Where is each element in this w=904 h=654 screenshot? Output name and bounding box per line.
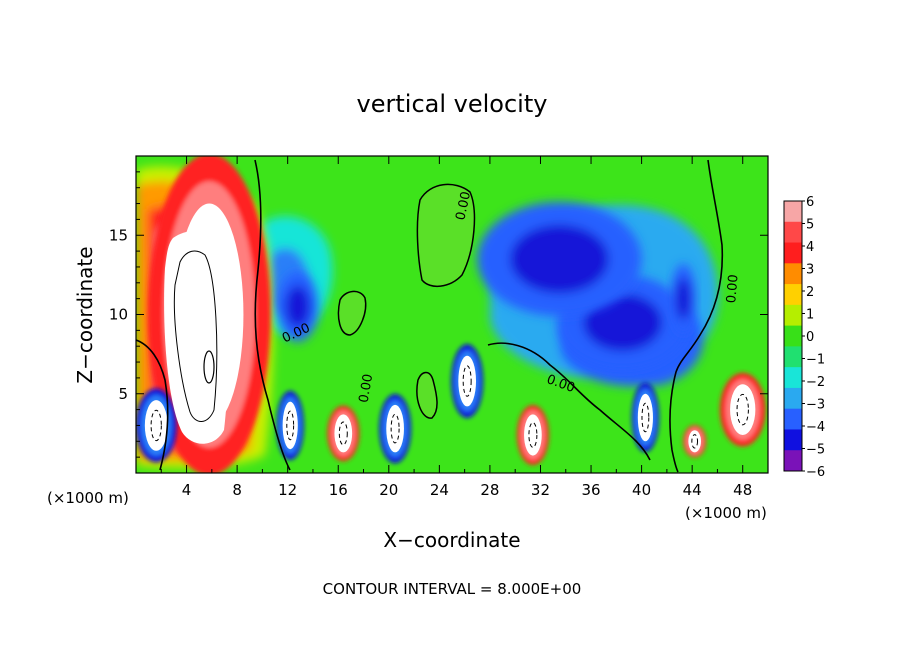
colorbar-label: −2 [806, 375, 825, 390]
cell-white-4 [379, 394, 412, 464]
cell-contour [150, 409, 162, 442]
x-tick-label: 36 [581, 481, 600, 499]
cell-white-3 [327, 405, 360, 461]
cell-contour [338, 421, 348, 446]
cell-white-2 [276, 390, 304, 460]
zero-contour-right [669, 159, 724, 473]
x-tick-label: 20 [379, 481, 398, 499]
x-axis: 4 8 12 16 20 24 28 32 36 40 44 48 [160, 156, 752, 499]
cell-core [688, 430, 702, 453]
contour-label-3: 0.00 [356, 373, 376, 404]
y-axis: 5 10 15 [109, 171, 768, 458]
colorbar-label: 6 [806, 195, 814, 210]
cell-core [282, 401, 298, 450]
cell-blue-10 [277, 271, 319, 342]
colorbar-swatch [784, 367, 802, 389]
zero-contour-left [254, 159, 291, 471]
colorbar-label: 3 [806, 263, 814, 278]
cell-contour [641, 402, 650, 433]
positive-patch-low [416, 371, 438, 419]
colorbar-label: −1 [806, 353, 825, 368]
x-tick-label: 16 [329, 481, 348, 499]
updraft-inner-loop [203, 350, 215, 384]
cell-contour [462, 365, 472, 397]
colorbar-label: −6 [806, 465, 825, 480]
cell-core [144, 400, 168, 451]
x-tick-label: 28 [480, 481, 499, 499]
cell-blue-core [510, 224, 609, 294]
cell-core [524, 414, 542, 456]
colorbar-swatch [784, 221, 802, 244]
colorbar-label: 0 [806, 330, 814, 345]
cell-blue-core [285, 285, 310, 328]
cell-blue-core [675, 277, 691, 320]
cell-blue-core [583, 293, 663, 351]
y-tick-label: 5 [118, 385, 128, 403]
x-tick-label: 8 [232, 481, 242, 499]
x-tick-label: 44 [683, 481, 702, 499]
colorbar-swatch [784, 284, 802, 306]
zero-contour-small [136, 339, 169, 471]
cell-contour [390, 413, 400, 444]
colorbar-swatch [784, 201, 802, 223]
zero-contour-lower [487, 342, 651, 461]
cell-white-1 [136, 388, 177, 463]
cell-core [458, 355, 477, 407]
colorbar-label: 4 [806, 240, 814, 255]
x-tick-label: 48 [733, 481, 752, 499]
cell-white-6 [516, 405, 549, 465]
colorbar-swatch [784, 304, 802, 327]
colorbar-label: −4 [806, 420, 825, 435]
x-tick-label: 24 [430, 481, 449, 499]
cell-core [637, 393, 653, 442]
colorbar-label: 1 [806, 308, 814, 323]
x-tick-label: 12 [278, 481, 297, 499]
colorbar-swatch [784, 346, 802, 368]
colorbar-swatch [784, 325, 802, 347]
x-tick-label: 32 [531, 481, 550, 499]
cell-blue-13 [670, 263, 696, 334]
cell-white-5 [451, 344, 484, 418]
y-tick-label: 10 [109, 306, 128, 324]
colorbar-swatch [784, 429, 802, 451]
colorbar-label: −3 [806, 398, 825, 413]
cell-white-9 [719, 372, 766, 447]
contour-label-0: 0.00 [453, 190, 474, 221]
x-tick-label: 4 [182, 481, 192, 499]
colorbar-label: 2 [806, 285, 814, 300]
positive-patch-top [416, 183, 476, 287]
colorbar-label: −5 [806, 443, 825, 458]
plot-area: 0.000.000.000.00 0.00 [136, 156, 768, 473]
cell-contour [691, 434, 699, 449]
zero-contours [136, 159, 724, 473]
cell-contour [528, 422, 538, 448]
cell-core [730, 384, 756, 435]
colorbar: 6 5 4 3 2 1 0 −1 −2 −3 −4 −5 −6 [783, 195, 825, 480]
cell-white-7 [631, 383, 660, 452]
y-axis-label: Z−coordinate [73, 246, 97, 383]
cell-contour [286, 410, 295, 441]
cell-white-8 [683, 425, 707, 458]
contour-label-1: 0.00 [724, 274, 741, 304]
cell-core [334, 414, 353, 453]
x-tick-label: 40 [632, 481, 651, 499]
colorbar-swatch [784, 450, 802, 472]
colorbar-swatch [784, 242, 802, 264]
colorbar-label: 5 [806, 218, 814, 233]
x-axis-label: X−coordinate [383, 528, 520, 552]
x-units-right: (×1000 m) [685, 504, 767, 522]
updraft-inner-contour [173, 250, 218, 422]
x-units-left: (×1000 m) [47, 489, 129, 507]
colorbar-swatch [784, 408, 802, 430]
positive-patch-mid [337, 290, 367, 336]
contour-interval-footer: CONTOUR INTERVAL = 8.000E+00 [323, 580, 582, 598]
cell-core [386, 404, 404, 453]
cell-contour [736, 393, 749, 426]
chart-title: vertical velocity [357, 90, 548, 118]
colorbar-swatch [784, 263, 802, 285]
cell-blue-12 [477, 201, 642, 317]
colorbar-swatch [784, 387, 802, 410]
y-tick-label: 15 [109, 226, 128, 244]
